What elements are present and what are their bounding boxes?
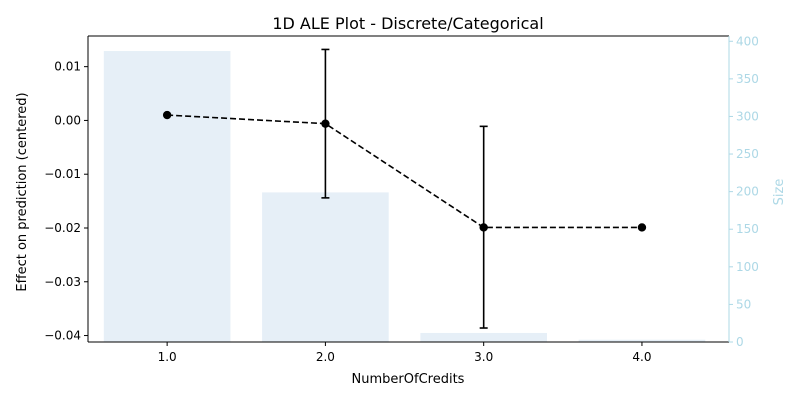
right-y-tick-label: 100 — [736, 260, 759, 274]
x-tick-label: 3.0 — [474, 350, 493, 364]
x-axis: 1.0 2.0 3.0 4.0 — [158, 342, 651, 364]
size-bar — [262, 192, 389, 342]
y-axis-left: 0.01 0.00 −0.01 −0.02 −0.03 −0.04 — [44, 60, 88, 343]
y-axis-title: Effect on prediction (centered) — [15, 92, 30, 291]
y-tick-label: −0.03 — [44, 275, 81, 289]
size-bar — [103, 51, 231, 342]
ale-point — [479, 223, 488, 232]
y-tick-label: 0.00 — [54, 113, 81, 127]
ale-line — [162, 48, 647, 329]
right-y-tick-label: 250 — [736, 147, 759, 161]
y-tick-label: 0.01 — [54, 60, 81, 74]
x-axis-title: NumberOfCredits — [352, 372, 465, 387]
size-bar — [420, 332, 547, 342]
axes-frame — [87, 35, 730, 343]
right-y-tick-label: 50 — [736, 297, 751, 311]
right-y-tick-label: 150 — [736, 222, 759, 236]
right-y-axis-title: Size — [772, 179, 787, 206]
ale-point — [162, 110, 172, 120]
right-y-tick-label: 200 — [736, 185, 759, 199]
right-y-tick-label: 0 — [736, 335, 744, 349]
size-bar — [578, 339, 706, 342]
ale-dashed-line — [167, 114, 642, 229]
ale-point — [637, 223, 647, 232]
y-tick-label: −0.02 — [44, 221, 81, 235]
x-tick-label: 1.0 — [158, 350, 177, 364]
chart-title: 1D ALE Plot - Discrete/Categorical — [272, 14, 543, 33]
right-y-tick-label: 300 — [736, 109, 759, 123]
y-axis-right: 0 50 100 150 200 250 300 350 400 — [729, 34, 759, 349]
right-y-tick-label: 350 — [736, 72, 759, 86]
y-tick-label: −0.01 — [44, 167, 81, 181]
y-tick-label: −0.04 — [44, 329, 81, 343]
size-bars — [103, 51, 706, 342]
right-y-tick-label: 400 — [736, 34, 759, 48]
ale-point — [321, 119, 330, 128]
x-tick-label: 2.0 — [316, 350, 335, 364]
x-tick-label: 4.0 — [632, 350, 651, 364]
